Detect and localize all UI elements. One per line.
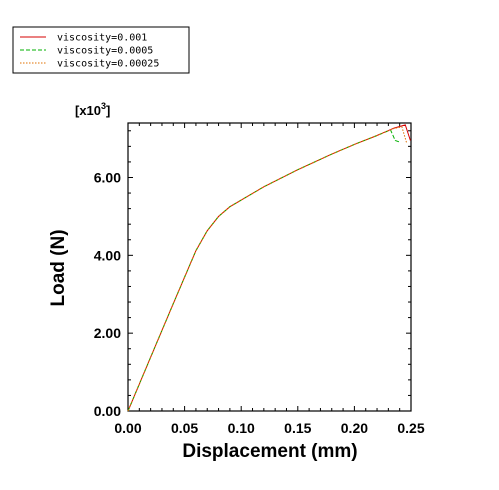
y-tick-label: 6.00 [94, 169, 121, 185]
series-line-0 [127, 124, 411, 412]
x-axis-title: Displacement (mm) [182, 441, 357, 462]
series-line-1 [127, 129, 401, 412]
x-tick-label: 0.15 [284, 420, 311, 436]
axis-ticks: 0.00 0.05 0.10 0.15 0.20 0.25 0.00 2.00 4.00 6.00 [94, 123, 425, 436]
x-tick-label: 0.10 [228, 420, 255, 436]
series-layer [127, 124, 411, 412]
x-tick-label: 0.20 [341, 420, 368, 436]
x-tick-label: 0.25 [397, 420, 424, 436]
y-tick-label: 0.00 [94, 403, 121, 419]
legend-box [12, 26, 190, 74]
x-tick-label: 0.05 [171, 420, 198, 436]
legend-label-1: viscosity=0.0005 [57, 46, 153, 57]
legend-label-0: viscosity=0.001 [57, 33, 147, 44]
y-tick-label: 2.00 [94, 325, 121, 341]
legend: viscosity=0.001 viscosity=0.0005 viscosity… [12, 26, 190, 74]
y-multiplier-label: [x103] [75, 101, 110, 118]
legend-label-2: viscosity=0.00025 [57, 59, 159, 70]
plot-frame [127, 122, 412, 412]
x-tick-label: 0.00 [114, 420, 141, 436]
y-tick-label: 4.00 [94, 247, 121, 263]
y-axis-title: Load (N) [48, 229, 69, 306]
series-line-2 [127, 126, 407, 412]
